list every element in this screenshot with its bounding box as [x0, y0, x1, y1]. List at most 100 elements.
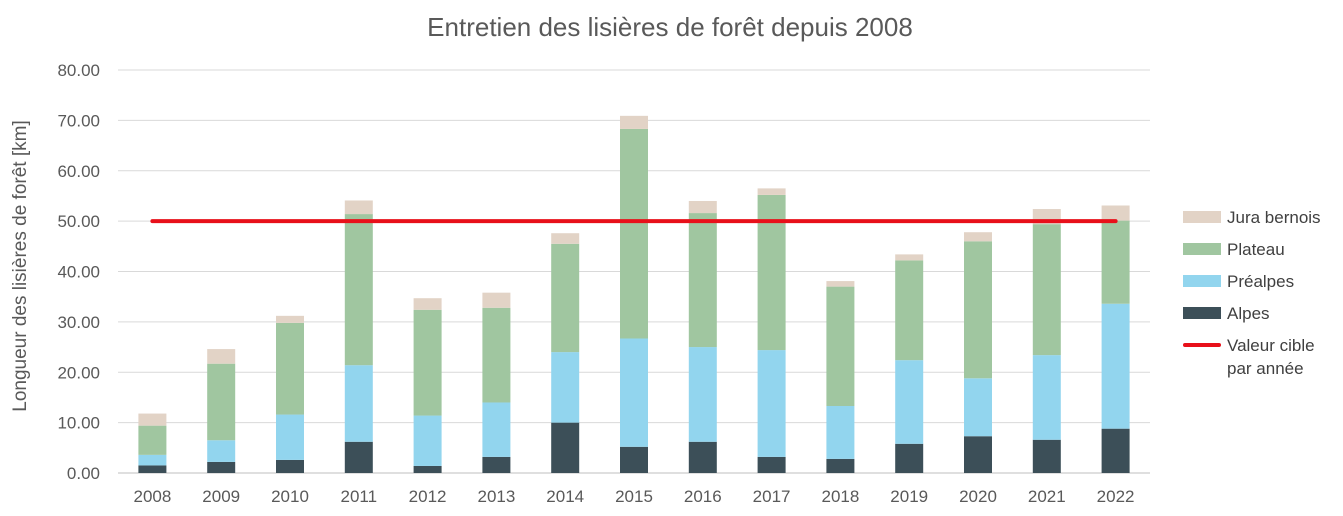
x-tick-label: 2017 [753, 487, 791, 506]
bar-segment [895, 260, 924, 361]
y-tick-label: 20.00 [57, 363, 100, 382]
bar-segment [276, 414, 304, 460]
bar-segment [138, 413, 167, 426]
bar-segment [1032, 439, 1061, 473]
legend-label: Jura bernois [1227, 208, 1321, 227]
bar-segment [826, 458, 855, 473]
bar-segment [895, 254, 924, 261]
bar-segment [138, 425, 167, 455]
legend-swatch [1183, 243, 1221, 255]
x-tick-label: 2013 [477, 487, 515, 506]
bar-segment [1101, 303, 1130, 429]
bar-segment [826, 406, 855, 459]
legend-label: Alpes [1227, 304, 1270, 323]
bar-segment [551, 243, 580, 353]
bars [138, 115, 1130, 473]
bar-segment [757, 188, 786, 195]
bar-segment [413, 415, 442, 466]
x-tick-label: 2011 [341, 487, 378, 506]
bar-segment [688, 347, 717, 442]
bar-segment [757, 194, 786, 351]
bar-segment [757, 350, 786, 457]
bar-segment [1032, 355, 1061, 440]
y-tick-label: 70.00 [57, 111, 100, 130]
bar-segment [276, 315, 304, 323]
bar-segment [551, 352, 580, 423]
y-axis-ticks: 0.00 10.00 20.00 30.00 40.00 50.00 60.00 70.00 8… [57, 61, 100, 483]
bar-segment [895, 443, 924, 473]
bar-segment [551, 422, 580, 473]
bar-segment [826, 281, 855, 287]
x-tick-label: 2015 [615, 487, 653, 506]
y-tick-label: 80.00 [57, 61, 100, 80]
bar-segment [620, 446, 648, 473]
bar-segment [688, 213, 717, 348]
y-axis-label: Longueur des lisières de forêt [km] [10, 120, 31, 412]
bar-segment [138, 465, 167, 473]
x-tick-label: 2022 [1097, 487, 1135, 506]
x-tick-label: 2018 [821, 487, 859, 506]
bar-segment [482, 456, 511, 473]
bar-segment [482, 307, 511, 403]
bar-segment [757, 456, 786, 473]
x-tick-label: 2008 [133, 487, 171, 506]
bar-segment [1101, 428, 1130, 473]
bar-segment [826, 286, 855, 407]
legend-swatch [1183, 307, 1221, 319]
bar-segment [138, 454, 167, 466]
x-axis-ticks: 2008 2009 2010 2011 2012 2013 2014 2015 2016 2017… [133, 487, 1134, 506]
x-tick-label: 2014 [546, 487, 584, 506]
bar-segment [688, 200, 717, 214]
bar-segment [207, 363, 236, 441]
y-tick-label: 40.00 [57, 263, 100, 282]
bar-segment [207, 349, 236, 364]
legend-swatch [1183, 275, 1221, 287]
x-tick-label: 2010 [271, 487, 309, 506]
legend-label: Préalpes [1227, 272, 1294, 291]
bar-segment [620, 128, 648, 339]
bar-segment [344, 441, 373, 473]
bar-segment [620, 338, 648, 447]
bar-segment [964, 241, 992, 379]
y-tick-label: 10.00 [57, 414, 100, 433]
bar-segment [344, 365, 373, 442]
bar-segment [482, 402, 511, 457]
bar-segment [344, 200, 373, 215]
legend-label: Plateau [1227, 240, 1285, 259]
x-tick-label: 2016 [684, 487, 722, 506]
bar-segment [620, 115, 648, 129]
bar-segment [1032, 224, 1061, 356]
bar-segment [551, 233, 580, 244]
bar-segment [413, 298, 442, 310]
bar-segment [482, 292, 511, 308]
y-tick-label: 0.00 [67, 464, 100, 483]
x-tick-label: 2020 [959, 487, 997, 506]
bar-segment [344, 214, 373, 366]
bar-segment [413, 465, 442, 473]
bar-segment [1101, 220, 1130, 304]
x-tick-label: 2009 [202, 487, 240, 506]
bar-segment [964, 232, 992, 242]
bar-segment [276, 322, 304, 415]
legend-swatch [1183, 211, 1221, 223]
bar-segment [688, 441, 717, 473]
x-tick-label: 2021 [1028, 487, 1066, 506]
legend-target-label: Valeur cible par année [1227, 336, 1315, 378]
bar-segment [964, 378, 992, 437]
bar-segment [207, 440, 236, 462]
bar-segment [207, 461, 236, 473]
bar-segment [895, 360, 924, 444]
y-tick-label: 30.00 [57, 313, 100, 332]
y-tick-label: 60.00 [57, 162, 100, 181]
x-tick-label: 2012 [409, 487, 447, 506]
x-tick-label: 2019 [890, 487, 928, 506]
chart-title: Entretien des lisières de forêt depuis 2… [427, 12, 913, 42]
bar-segment [413, 309, 442, 416]
legend: Jura bernois Plateau Préalpes Alpes Valeur c… [1183, 208, 1321, 378]
y-tick-label: 50.00 [57, 212, 100, 231]
bar-segment [1101, 205, 1130, 221]
bar-segment [276, 459, 304, 473]
bar-segment [964, 436, 992, 473]
